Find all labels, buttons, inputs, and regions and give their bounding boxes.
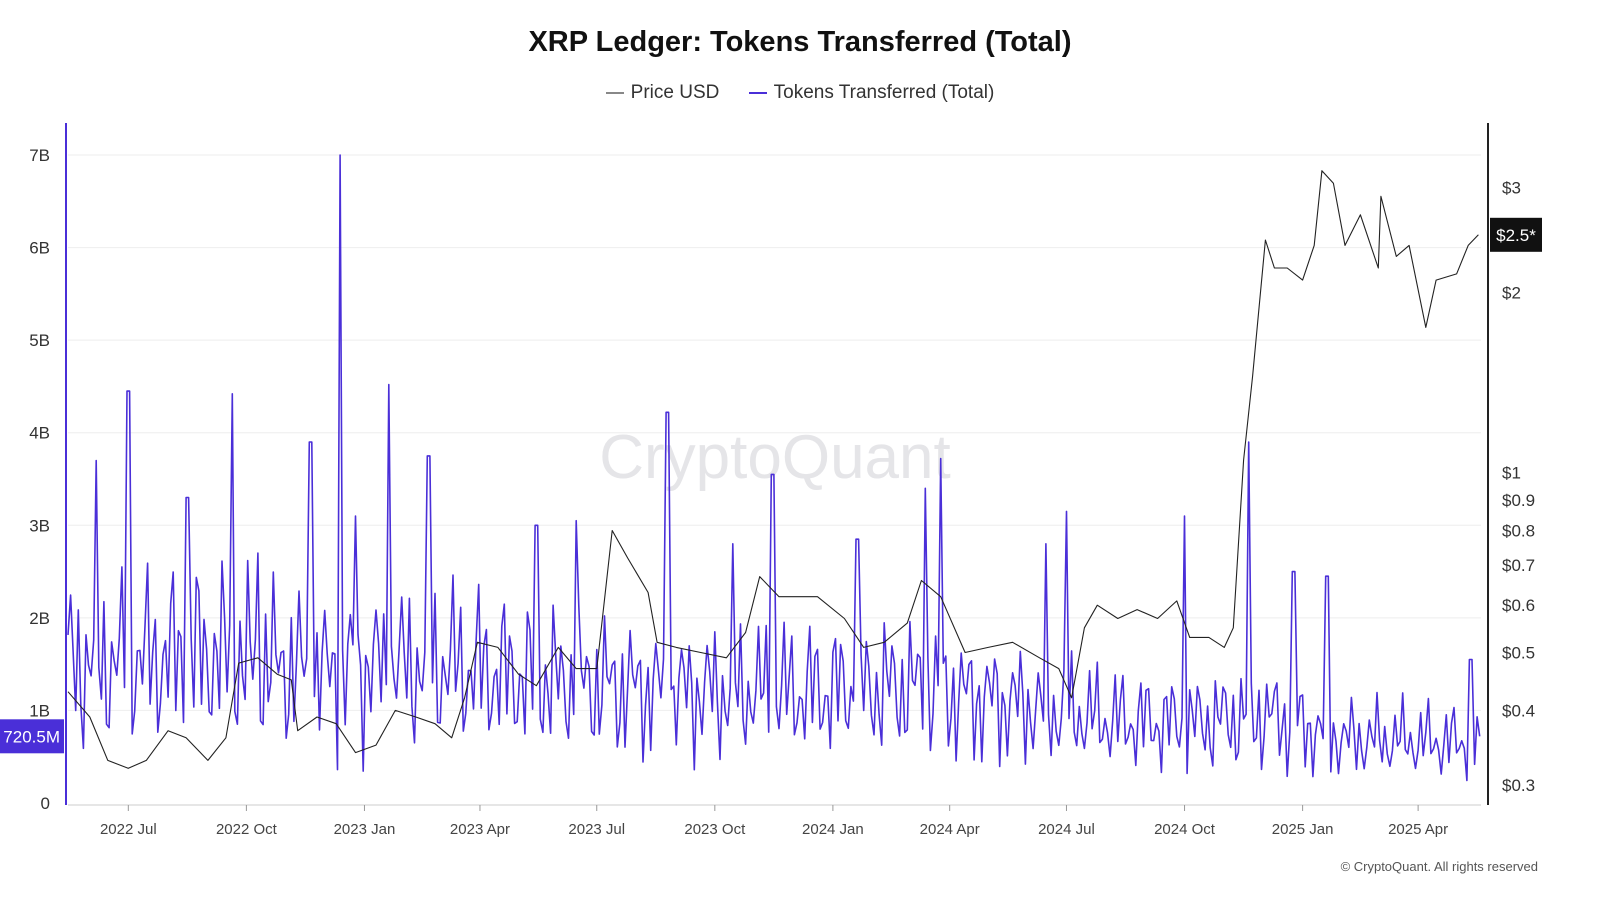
legend-item-price[interactable]: Price USD (605, 82, 720, 104)
x-tick-label: 2023 Jul (568, 821, 625, 838)
left-tick-label: 5B (29, 331, 50, 350)
series-line-price-usd (67, 170, 1479, 769)
left-tick-label: 4B (29, 424, 50, 443)
left-tick-label: 2B (29, 609, 50, 628)
legend: Price USD Tokens Transferred (Total) (0, 78, 1600, 104)
x-tick-label: 2025 Apr (1388, 821, 1448, 838)
right-axis-ticks: $0.3 $0.4 $0.5 $0.6 $0.7 $0.8 $0.9 $1 $2 $3 (1502, 178, 1535, 795)
legend-swatch-tokens (748, 92, 767, 94)
right-tick-label: $0.4 (1502, 701, 1535, 720)
series-area (67, 154, 1481, 782)
x-tick-label: 2023 Jan (334, 821, 396, 838)
left-tick-label: 0 (41, 794, 50, 813)
chart-title: XRP Ledger: Tokens Transferred (Total) (528, 26, 1072, 58)
x-tick-label: 2023 Oct (684, 821, 746, 838)
left-current-badge-label: 720.5M (3, 727, 60, 746)
left-tick-label: 3B (29, 516, 50, 535)
left-tick-label: 7B (29, 146, 50, 165)
series-line-tokens-transferred (67, 154, 1481, 782)
x-tick-label: 2024 Apr (920, 821, 980, 838)
right-tick-label: $0.3 (1502, 776, 1535, 795)
right-current-badge (1490, 217, 1542, 252)
legend-swatch-price (605, 92, 624, 94)
legend-label-price: Price USD (630, 82, 720, 103)
right-tick-label: $0.9 (1502, 491, 1535, 510)
left-tick-label: 1B (29, 701, 50, 720)
right-current-badge-label: $2.5* (1496, 226, 1536, 245)
left-tick-label: 6B (29, 239, 50, 258)
x-tick-label: 2024 Oct (1154, 821, 1216, 838)
right-tick-label: $2 (1502, 284, 1521, 303)
axes (65, 123, 1489, 806)
current-value-badges: 720.5M $2.5* (0, 217, 1542, 754)
right-tick-label: $0.6 (1502, 596, 1535, 615)
x-axis-ticks: 2022 Jul 2022 Oct 2023 Jan 2023 Apr 2023 Jul… (100, 805, 1448, 838)
right-tick-label: $0.7 (1502, 556, 1535, 575)
watermark: CryptoQuant (599, 423, 951, 492)
x-tick-label: 2025 Jan (1272, 821, 1334, 838)
right-tick-label: $1 (1502, 464, 1521, 483)
left-current-badge (0, 719, 64, 754)
legend-label-tokens: Tokens Transferred (Total) (773, 82, 995, 103)
x-tick-label: 2022 Oct (216, 821, 278, 838)
legend-item-tokens[interactable]: Tokens Transferred (Total) (748, 82, 995, 104)
x-tick-label: 2024 Jul (1038, 821, 1095, 838)
x-tick-label: 2024 Jan (802, 821, 864, 838)
right-tick-label: $0.5 (1502, 644, 1535, 663)
copyright-text: © CryptoQuant. All rights reserved (1340, 859, 1538, 874)
right-tick-label: $0.8 (1502, 522, 1535, 541)
right-tick-label: $3 (1502, 178, 1521, 197)
gridlines (68, 154, 1481, 711)
left-axis-ticks: 0 1B 2B 3B 4B 5B 6B 7B (29, 146, 50, 813)
x-tick-label: 2022 Jul (100, 821, 157, 838)
x-tick-label: 2023 Apr (450, 821, 510, 838)
